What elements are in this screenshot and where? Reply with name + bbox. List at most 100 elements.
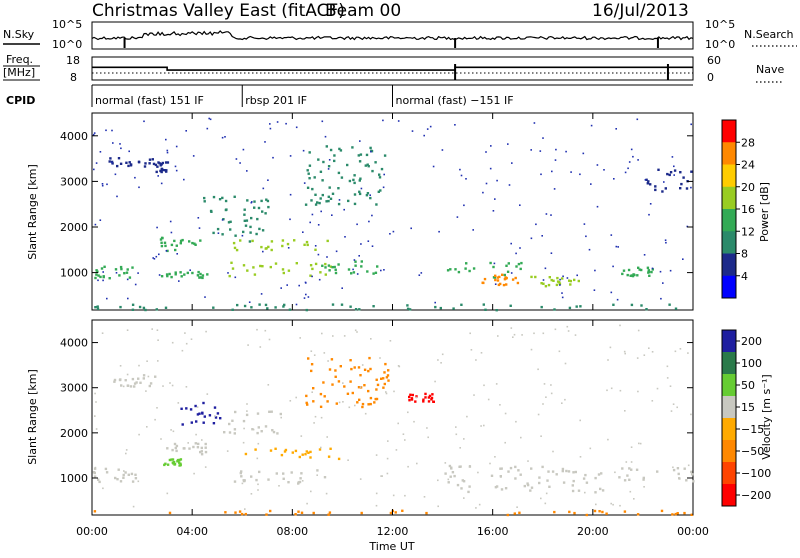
vel-cell: [310, 369, 313, 373]
power-cell: [354, 308, 358, 311]
power-cell: [175, 145, 178, 148]
vel-cell: [195, 420, 198, 423]
vel-cell: [692, 480, 695, 483]
power-cell: [493, 262, 496, 265]
vel-cell: [238, 510, 242, 513]
power-cell: [100, 267, 104, 270]
power-cell: [454, 268, 457, 271]
power-cell: [160, 275, 164, 278]
vel-cell: [145, 390, 147, 392]
power-cell: [230, 261, 233, 264]
power-cell: [106, 297, 108, 300]
power-cell: [115, 272, 118, 274]
vel-cell: [636, 513, 640, 516]
vel-cell: [98, 480, 101, 484]
power-cell: [420, 272, 423, 274]
vel-cell: [196, 413, 200, 416]
power-cell: [248, 240, 252, 243]
vel-cell: [610, 502, 612, 505]
power-cell: [441, 149, 444, 151]
power-cell: [629, 274, 632, 277]
power-cell: [418, 274, 421, 276]
power-colorbar-tick-label: 12: [741, 225, 755, 238]
power-cell: [302, 149, 305, 152]
power-cell: [289, 193, 292, 196]
beam-label: Beam 00: [325, 1, 401, 21]
power-cell: [329, 197, 333, 200]
power-cell: [306, 169, 309, 172]
vel-cell: [636, 357, 639, 359]
vel-cell: [226, 450, 229, 452]
power-cell: [341, 287, 343, 289]
vel-colorbar-swatch: [722, 352, 736, 375]
power-colorbar-tick-label: 24: [741, 159, 755, 172]
power-cell: [615, 128, 617, 130]
vel-cell: [585, 481, 589, 484]
power-cell: [626, 273, 629, 277]
vel-cell: [125, 449, 128, 451]
power-cell: [209, 118, 212, 121]
vel-cell: [567, 330, 570, 332]
power-cell: [212, 306, 215, 309]
power-cell: [434, 301, 436, 304]
vel-cell: [357, 366, 361, 369]
vel-colorbar-tick-label: −15: [741, 423, 764, 436]
power-cell: [575, 305, 578, 308]
power-cell: [650, 270, 653, 274]
power-cell: [114, 173, 117, 176]
vel-cell: [256, 412, 260, 415]
power-cell: [326, 239, 329, 243]
vel-cell: [280, 416, 282, 419]
vel-cell: [375, 454, 378, 456]
vel-cell: [280, 453, 284, 457]
power-cell: [380, 269, 382, 272]
power-cell: [282, 271, 285, 275]
power-cell: [590, 183, 592, 185]
power-cell: [519, 204, 521, 206]
vel-cell: [361, 402, 365, 406]
power-cell: [281, 268, 285, 271]
vel-cell: [379, 357, 381, 359]
vel-cell: [546, 479, 549, 482]
cpid-segment-text: normal (fast) 151 IF: [95, 94, 204, 107]
vel-cell: [223, 431, 226, 434]
vel-cell: [343, 385, 346, 388]
power-cell: [649, 183, 652, 186]
vel-cell: [113, 380, 116, 383]
vel-cell: [250, 475, 253, 478]
power-cell: [267, 205, 270, 209]
vel-cell: [687, 352, 689, 354]
power-cell: [547, 283, 551, 287]
power-cell: [559, 278, 561, 281]
power-cell: [359, 140, 361, 142]
power-colorbar-tick-label: 20: [741, 181, 755, 194]
vel-cell: [538, 481, 541, 485]
power-ylabel: Slant Range [km]: [26, 164, 39, 260]
vel-cell: [168, 458, 172, 462]
velocity-colorbar: 200 100 50 15 −15 −50 −100 −200: [721, 329, 771, 507]
power-cell: [197, 217, 200, 219]
power-cell: [265, 247, 268, 250]
power-cell: [155, 308, 158, 311]
power-cell: [482, 281, 485, 285]
vel-cell: [408, 395, 411, 399]
vel-cell: [201, 412, 204, 415]
power-cell: [561, 296, 564, 299]
vel-colorbar-swatch: [722, 396, 736, 419]
vel-cell: [478, 503, 481, 506]
power-cell: [348, 179, 352, 183]
vel-cell: [279, 412, 282, 416]
vel-cell: [483, 384, 485, 387]
vel-cell: [629, 490, 632, 493]
power-cell: [383, 154, 387, 157]
power-cell: [282, 305, 285, 308]
vel-cell: [415, 396, 418, 399]
vel-cell: [623, 350, 626, 353]
power-cell: [170, 275, 173, 279]
vel-cell: [198, 412, 201, 415]
vel-cell: [579, 456, 582, 458]
power-cell: [157, 161, 160, 164]
power-cell: [309, 264, 313, 267]
power-cell: [501, 273, 504, 276]
